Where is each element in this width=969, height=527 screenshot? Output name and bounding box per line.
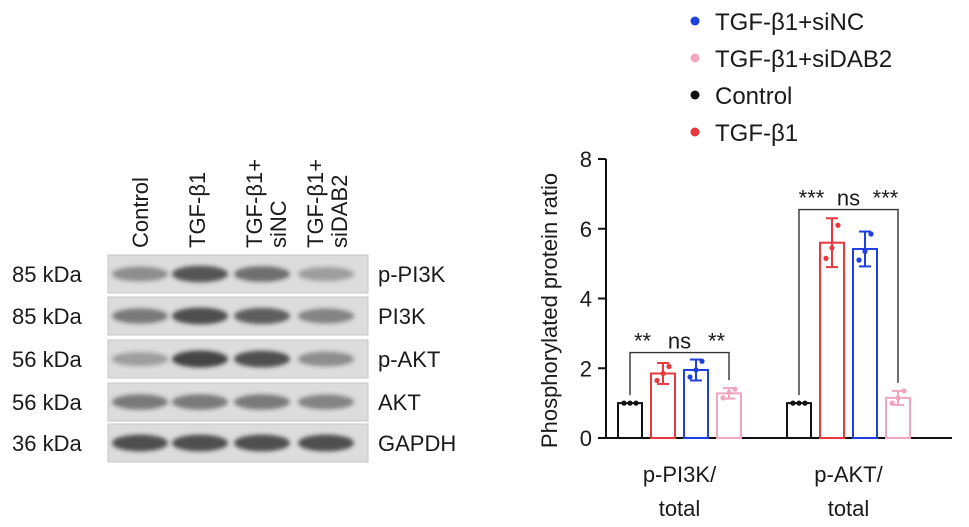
x-category-label: p-PI3K/total <box>643 462 717 521</box>
legend-label: Control <box>715 83 792 110</box>
data-point <box>868 231 874 237</box>
protein-band <box>234 434 290 452</box>
significance-bracket <box>629 351 730 396</box>
protein-label: p-PI3K <box>378 262 446 287</box>
significance-label: *** <box>873 186 899 211</box>
data-point <box>732 386 738 392</box>
molecular-weight-label: 56 kDa <box>12 390 82 415</box>
significance-label: ns <box>668 329 691 354</box>
protein-band <box>112 266 168 282</box>
data-point <box>666 363 672 370</box>
data-point <box>823 255 829 261</box>
bars <box>617 217 911 440</box>
data-point <box>829 245 835 251</box>
protein-band <box>298 351 354 367</box>
molecular-weight-label: 56 kDa <box>12 347 82 372</box>
protein-band <box>172 265 228 283</box>
protein-band <box>298 394 354 410</box>
bar <box>786 402 812 439</box>
lane-label: Control <box>128 177 153 248</box>
protein-band <box>112 351 168 367</box>
western-blot-panel: Control TGF-β1 TGF-β1+siNC TGF-β1+siDAB2 85 … <box>12 159 456 463</box>
data-point <box>660 370 666 377</box>
data-point <box>687 374 693 380</box>
x-category-labels: p-PI3K/total p-AKT/total <box>643 462 884 521</box>
protein-label: AKT <box>378 390 421 415</box>
significance-label: *** <box>799 186 825 211</box>
protein-band <box>298 308 354 324</box>
data-point <box>889 400 895 406</box>
protein-band <box>112 394 168 410</box>
legend-label: TGF-β1 <box>715 120 798 147</box>
y-tick-label: 4 <box>580 287 592 312</box>
significance-label: ** <box>634 329 652 354</box>
molecular-weight-label: 85 kDa <box>12 262 82 287</box>
legend-label: TGF-β1+siNC <box>715 9 864 36</box>
y-tick-label: 0 <box>580 426 592 451</box>
protein-band <box>172 434 228 452</box>
data-point <box>835 222 841 228</box>
protein-band <box>172 307 228 325</box>
protein-band <box>234 394 290 410</box>
molecular-weight-label: 36 kDa <box>12 431 82 456</box>
protein-band <box>172 350 228 368</box>
y-tick-label: 6 <box>580 217 592 242</box>
protein-band <box>112 434 168 452</box>
bar <box>852 247 878 439</box>
legend-marker <box>690 127 700 137</box>
data-point <box>796 400 802 406</box>
molecular-weight-label: 85 kDa <box>12 304 82 329</box>
data-point <box>621 400 627 406</box>
data-point <box>802 400 808 406</box>
data-point <box>862 248 868 255</box>
y-axis-label: Phosphorylated protein ratio <box>537 173 562 448</box>
bar <box>716 392 742 439</box>
protein-label: GAPDH <box>378 431 456 456</box>
protein-band <box>234 266 290 282</box>
data-point <box>627 400 633 406</box>
y-tick-label: 2 <box>580 356 592 381</box>
bar <box>617 402 643 439</box>
lane-label: TGF-β1+siDAB2 <box>303 159 352 248</box>
data-point <box>856 257 862 263</box>
bar <box>819 241 845 439</box>
protein-band <box>172 394 228 410</box>
data-point <box>699 358 705 364</box>
data-point <box>901 388 907 394</box>
lane-label: TGF-β1 <box>185 172 210 248</box>
significance-brackets: ** ns ***** ns *** <box>629 186 899 396</box>
significance-label: ns <box>837 186 860 211</box>
protein-label: PI3K <box>378 304 426 329</box>
bar-chart: 0 2 4 6 8 Phosphorylated protein ratio ** ns *… <box>537 9 952 521</box>
protein-band <box>234 350 290 368</box>
protein-band <box>298 266 354 282</box>
legend: TGF-β1+siNC TGF-β1+siDAB2 Control TGF-β1 <box>690 9 892 147</box>
protein-band <box>112 308 168 324</box>
data-point <box>633 400 639 406</box>
legend-marker <box>690 16 700 26</box>
data-point <box>720 395 726 401</box>
data-point <box>790 400 796 406</box>
data-point <box>895 395 901 401</box>
significance-bracket <box>798 208 899 396</box>
y-tick-label: 8 <box>580 147 592 172</box>
data-point <box>693 367 699 373</box>
data-point <box>726 390 732 396</box>
protein-label: p-AKT <box>378 347 440 372</box>
legend-marker <box>690 53 700 63</box>
data-point <box>654 377 660 384</box>
lane-label: TGF-β1+siNC <box>242 159 291 248</box>
protein-band <box>298 434 354 452</box>
legend-label: TGF-β1+siDAB2 <box>715 46 892 73</box>
significance-label: ** <box>708 329 726 354</box>
legend-marker <box>690 90 700 100</box>
protein-band <box>234 307 290 325</box>
x-category-label: p-AKT/total <box>814 462 883 521</box>
